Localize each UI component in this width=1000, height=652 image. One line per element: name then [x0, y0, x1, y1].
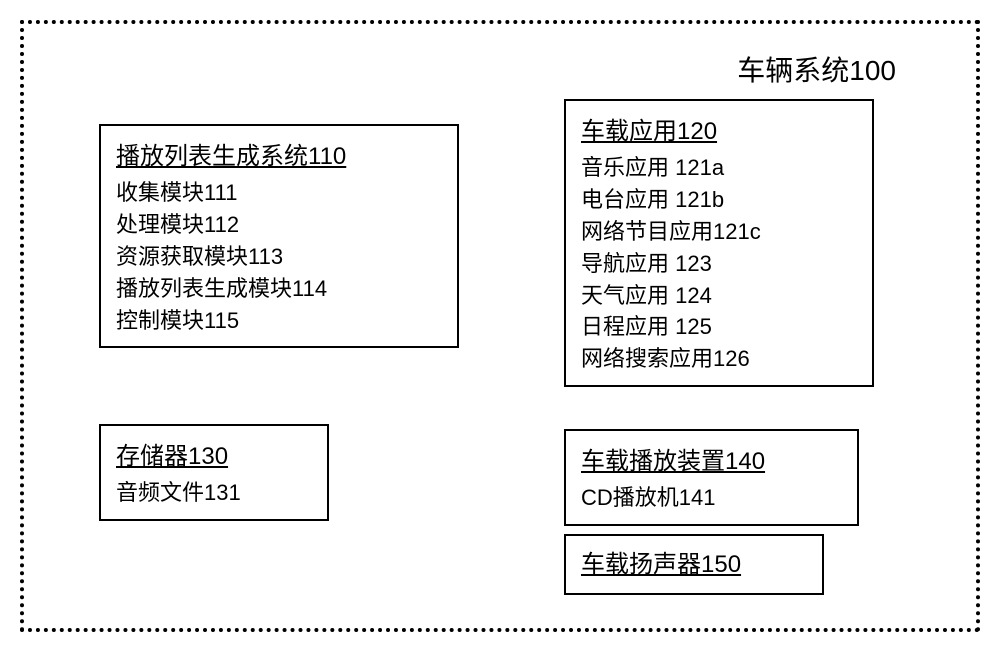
box-item: 播放列表生成模块114: [116, 273, 442, 305]
box-title: 存储器130: [116, 436, 312, 471]
box-vehicle-apps: 车载应用120 音乐应用 121a 电台应用 121b 网络节目应用121c 导…: [564, 99, 874, 387]
box-item: 处理模块112: [116, 209, 442, 241]
box-item: 音频文件131: [116, 477, 312, 509]
box-item: CD播放机141: [581, 482, 842, 514]
box-storage: 存储器130 音频文件131: [99, 424, 329, 521]
box-item: 电台应用 121b: [581, 184, 857, 216]
box-playlist-gen-system: 播放列表生成系统110 收集模块111 处理模块112 资源获取模块113 播放…: [99, 124, 459, 348]
box-speaker: 车载扬声器150: [564, 534, 824, 595]
box-item: 网络节目应用121c: [581, 216, 857, 248]
box-item: 收集模块111: [116, 177, 442, 209]
box-item: 控制模块115: [116, 305, 442, 337]
system-title: 车辆系统100: [737, 49, 896, 89]
box-title: 车载应用120: [581, 111, 857, 146]
box-item: 日程应用 125: [581, 311, 857, 343]
box-title: 播放列表生成系统110: [116, 136, 442, 171]
box-item: 天气应用 124: [581, 280, 857, 312]
box-item: 网络搜索应用126: [581, 343, 857, 375]
box-item: 导航应用 123: [581, 248, 857, 280]
box-title: 车载扬声器150: [581, 544, 807, 579]
box-item: 音乐应用 121a: [581, 152, 857, 184]
box-playback-device: 车载播放装置140 CD播放机141: [564, 429, 859, 526]
box-title: 车载播放装置140: [581, 441, 842, 476]
system-container: 车辆系统100 播放列表生成系统110 收集模块111 处理模块112 资源获取…: [20, 20, 980, 632]
box-item: 资源获取模块113: [116, 241, 442, 273]
